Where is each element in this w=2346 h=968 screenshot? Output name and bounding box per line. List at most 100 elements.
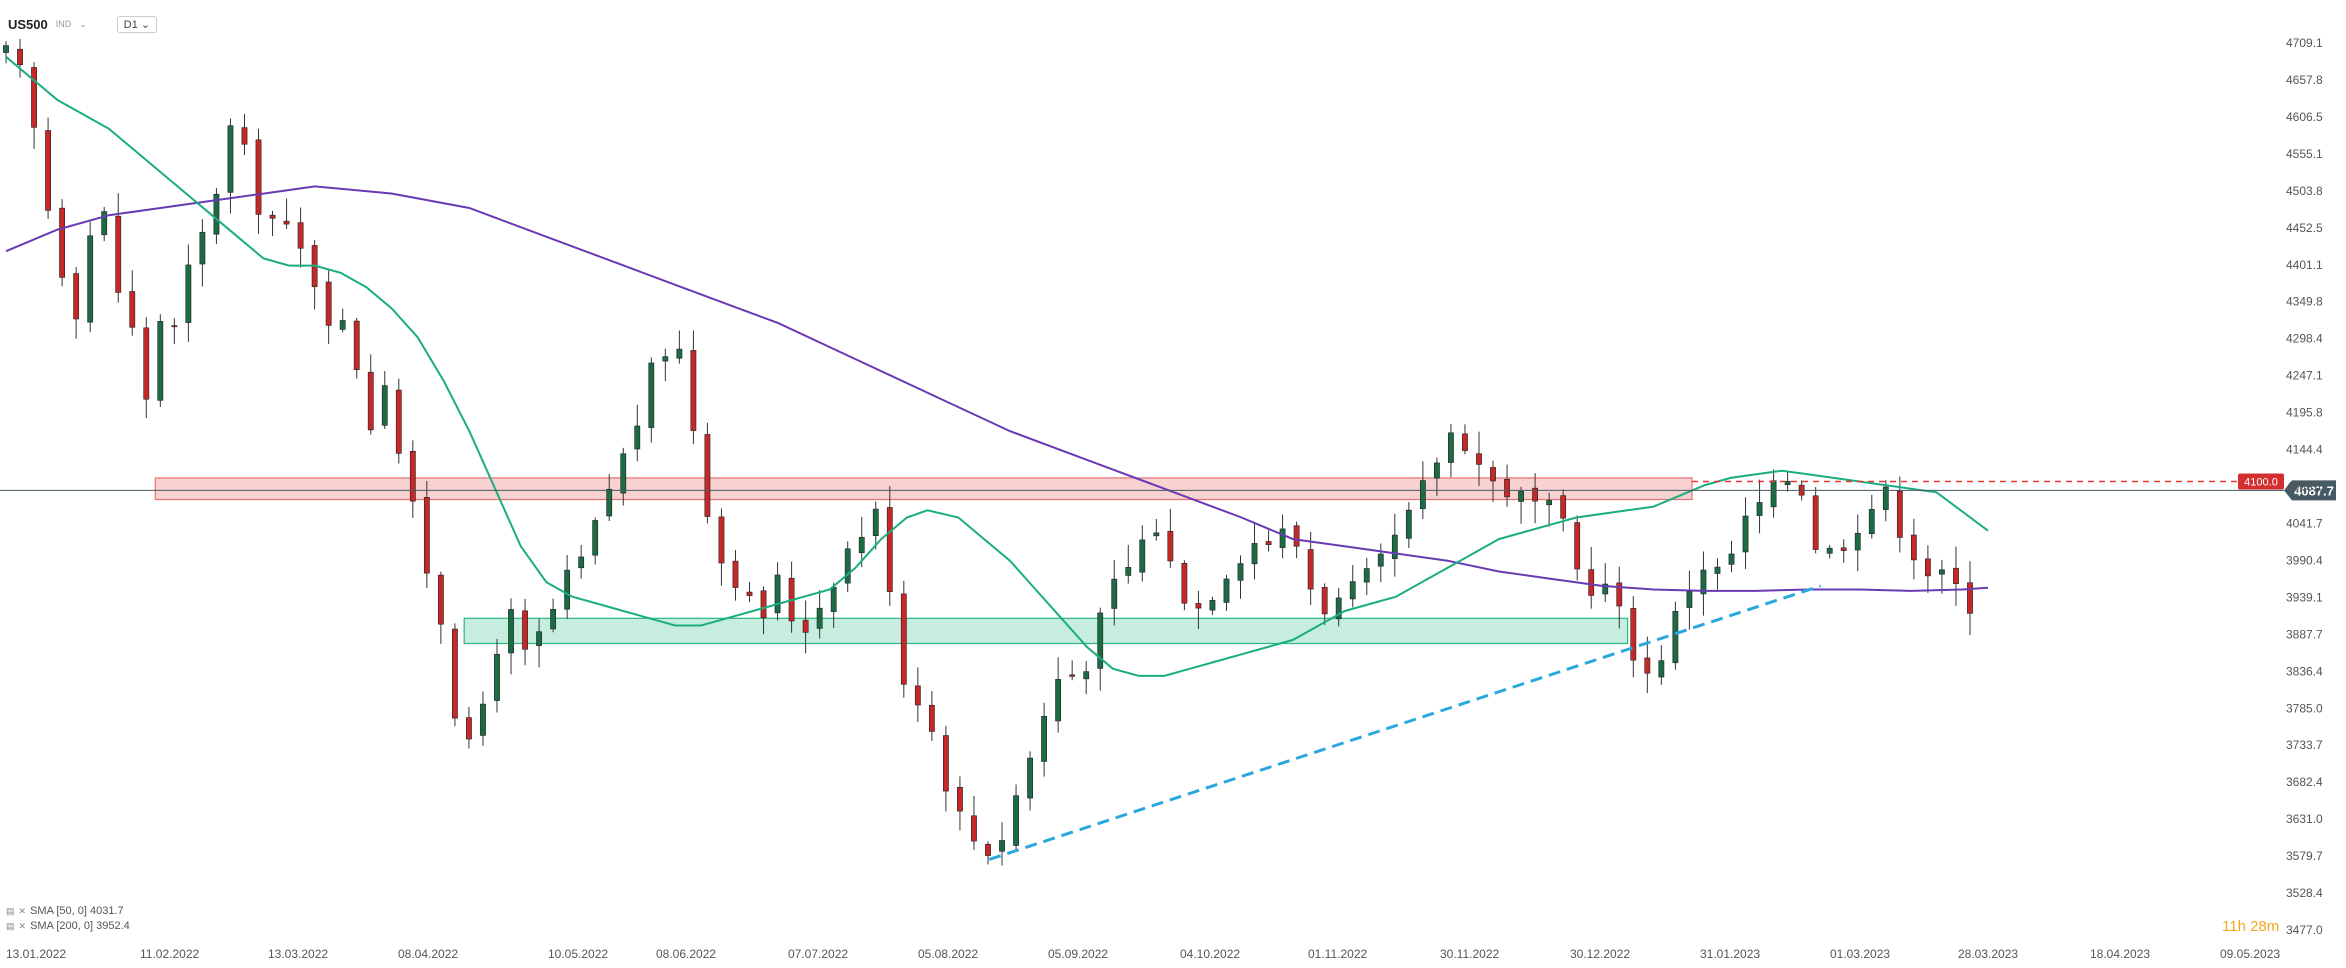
candle-bullish [872, 508, 879, 537]
y-tick-label: 4709.1 [2286, 36, 2323, 50]
chevron-down-icon[interactable]: ⌄ [79, 18, 87, 29]
close-icon[interactable]: ✕ [18, 906, 27, 916]
candle-bullish [1279, 528, 1286, 548]
candle-bullish [1405, 509, 1412, 539]
candle-bullish [830, 586, 837, 612]
candle-bullish [87, 235, 94, 323]
candle-bearish [1644, 657, 1651, 674]
time-axis[interactable]: 13.01.2022 11.02.2022 13.03.2022 08.04.2022… [6, 947, 2280, 961]
candle-bearish [59, 207, 66, 278]
candle-bullish [1742, 515, 1749, 553]
candle-bearish [522, 610, 528, 650]
candle-bearish [1293, 525, 1300, 547]
countdown-hours-unit: h [2237, 918, 2246, 935]
candle-bullish [1939, 569, 1945, 575]
candle-bullish [1714, 566, 1721, 574]
candle-bullish [1546, 500, 1553, 506]
candle-bullish [620, 453, 627, 494]
candle-bullish [1448, 432, 1454, 463]
candle-bearish [283, 220, 290, 225]
candle-bullish [676, 348, 683, 359]
chart-overlays: 4100.0 4087.7 [0, 473, 2336, 861]
eye-icon[interactable]: ▤ [6, 921, 15, 931]
price-axis[interactable]: 4709.1 4657.8 4606.5 4555.1 4503.8 4452.5 4401… [2286, 36, 2323, 937]
candle-bearish [1812, 495, 1819, 550]
candle-bearish [971, 815, 977, 842]
candle-bullish [1223, 578, 1230, 603]
y-tick-label: 3579.7 [2286, 849, 2323, 863]
y-tick-label: 3631.0 [2286, 812, 2323, 826]
level-badge [2238, 473, 2284, 490]
y-tick-label: 3785.0 [2286, 701, 2323, 715]
candle-bullish [494, 653, 500, 701]
candle-bearish [171, 325, 178, 328]
y-tick-label: 4452.5 [2286, 221, 2323, 235]
indicator-sma50[interactable]: ▤ ✕ SMA [50, 0] 4031.7 [6, 904, 130, 919]
candle-bullish [1419, 480, 1426, 510]
x-tick-label: 08.04.2022 [398, 947, 458, 961]
candle-bullish [101, 211, 108, 236]
candle-bullish [185, 264, 192, 323]
candle-bearish [297, 222, 304, 249]
candle-bullish [1251, 543, 1258, 565]
y-tick-label: 3682.4 [2286, 775, 2323, 789]
candle-bullish [634, 425, 641, 450]
x-tick-label: 18.04.2023 [2090, 947, 2150, 961]
candle-bullish [1209, 599, 1216, 611]
candle-bullish [227, 125, 234, 193]
candle-bullish [1153, 532, 1160, 537]
candle-bearish [143, 327, 150, 400]
candle-bearish [1924, 558, 1931, 577]
candle-bullish [1658, 660, 1665, 678]
candle-bullish [816, 607, 823, 629]
candle-bearish [115, 215, 122, 293]
level-label: 4100.0 [2244, 477, 2278, 489]
candle-bearish [1462, 433, 1468, 451]
candle-bullish [1854, 532, 1861, 551]
symbol-label[interactable]: US500 [8, 16, 48, 32]
y-tick-label: 3939.1 [2286, 590, 2323, 604]
eye-icon[interactable]: ▤ [6, 906, 15, 916]
y-tick-label: 4093.1 [2286, 479, 2323, 493]
candle-bullish [1672, 611, 1679, 664]
y-tick-label: 4349.8 [2286, 295, 2323, 309]
candle-bullish [592, 520, 599, 556]
candle-bearish [732, 560, 739, 588]
candle-bearish [395, 389, 402, 454]
candle-bearish [900, 593, 907, 685]
candle-bearish [367, 371, 374, 431]
candle-bearish [17, 48, 23, 66]
candle-bullish [1518, 491, 1524, 502]
candle-bearish [1953, 567, 1959, 584]
candle-bearish [73, 273, 80, 320]
candle-bullish [1728, 553, 1735, 565]
support-trendline [988, 584, 1822, 861]
candle-bearish [1574, 522, 1581, 570]
candle-bullish [1237, 563, 1244, 581]
support-zone [463, 617, 1629, 645]
candle-bullish [1700, 569, 1707, 595]
exchange-badge: IND [55, 19, 72, 29]
candle-bullish [1335, 597, 1342, 620]
y-tick-label: 4555.1 [2286, 147, 2323, 161]
candle-bullish [1111, 578, 1118, 609]
candle-bearish [1910, 534, 1917, 561]
candle-bullish [564, 569, 571, 610]
y-tick-label: 4144.4 [2286, 443, 2323, 457]
candle-bearish [1490, 467, 1496, 482]
candle-bullish [1055, 679, 1062, 722]
close-icon[interactable]: ✕ [18, 921, 27, 931]
timeframe-select[interactable]: D1 ⌄ [116, 15, 158, 33]
y-tick-label: 4195.8 [2286, 406, 2323, 420]
candle-bullish [1602, 583, 1609, 595]
candle-bullish [1391, 534, 1398, 559]
candle-bullish [774, 574, 781, 614]
candle-bullish [157, 321, 164, 401]
x-tick-label: 08.06.2022 [656, 947, 716, 961]
candle-bullish [381, 385, 388, 426]
candle-bullish [1027, 757, 1033, 799]
indicator-sma200[interactable]: ▤ ✕ SMA [200, 0] 3952.4 [6, 919, 130, 934]
candle-bearish [957, 787, 963, 812]
candle-bearish [928, 704, 935, 732]
